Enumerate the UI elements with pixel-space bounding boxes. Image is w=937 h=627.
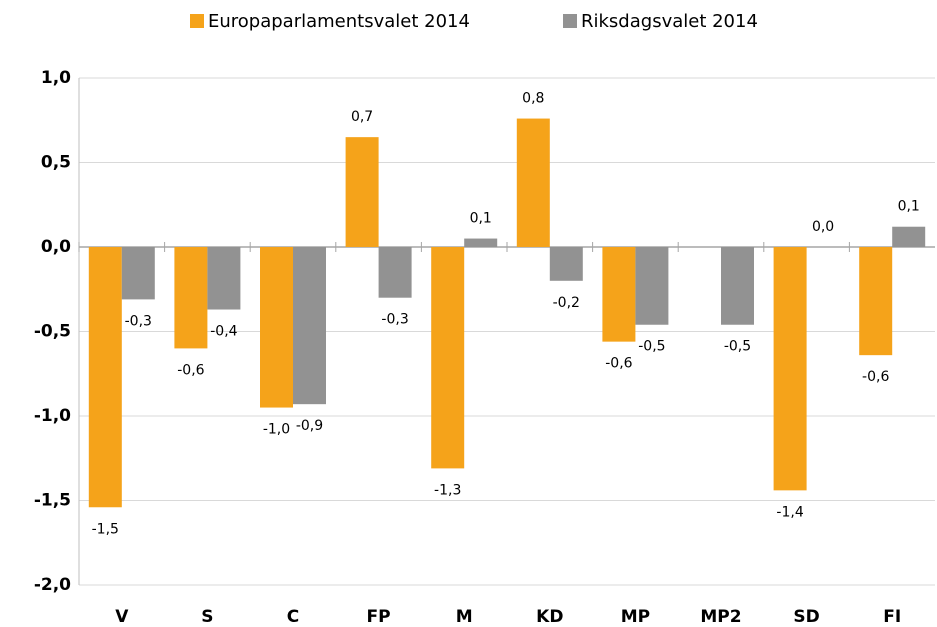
legend-label: Europaparlamentsvalet 2014	[208, 11, 470, 32]
value-label: -0,6	[862, 369, 889, 385]
y-tick-label: -1,0	[34, 406, 71, 426]
bar	[549, 247, 583, 281]
value-label: -0,6	[177, 362, 204, 378]
y-tick-label: -1,5	[34, 491, 71, 511]
value-label: 0,8	[522, 91, 544, 107]
x-tick-label: V	[115, 607, 129, 627]
value-label: 0,7	[351, 109, 373, 125]
value-label: 0,1	[898, 199, 920, 215]
x-tick-label: FI	[883, 607, 901, 627]
y-tick-label: -0,5	[34, 322, 71, 342]
x-tick-label: MP	[621, 607, 650, 627]
x-tick-label: M	[456, 607, 473, 627]
y-tick-label: 0,5	[41, 153, 71, 173]
bar	[892, 226, 926, 247]
value-label: -0,3	[125, 313, 152, 329]
y-tick-label: -2,0	[34, 575, 71, 595]
x-tick-label: SD	[793, 607, 819, 627]
x-tick-label: C	[287, 607, 299, 627]
value-label: -0,5	[724, 339, 751, 355]
bar	[464, 238, 498, 247]
bar	[859, 247, 893, 356]
bar	[293, 247, 326, 405]
x-tick-label: KD	[536, 607, 563, 627]
bar	[431, 247, 465, 469]
legend-swatch	[190, 14, 204, 28]
y-tick-label: 1,0	[41, 68, 71, 88]
x-tick-label: S	[201, 607, 213, 627]
bar	[260, 247, 293, 408]
value-label: -0,6	[605, 356, 632, 372]
bar	[602, 247, 636, 342]
bar	[516, 118, 550, 247]
value-label: -0,3	[381, 312, 408, 328]
bar	[174, 247, 208, 349]
bar	[88, 247, 122, 508]
bar	[207, 247, 241, 310]
value-label: -0,9	[296, 418, 323, 434]
x-tick-label: MP2	[700, 607, 741, 627]
value-label: -1,5	[92, 521, 119, 537]
value-label: -1,3	[434, 482, 461, 498]
bar	[121, 247, 155, 300]
value-label: -0,5	[638, 339, 665, 355]
value-label: -1,4	[776, 504, 803, 520]
value-label: 0,1	[470, 211, 492, 227]
legend-label: Riksdagsvalet 2014	[581, 11, 758, 32]
y-tick-label: 0,0	[41, 237, 71, 257]
bar	[773, 247, 807, 491]
bar	[378, 247, 412, 298]
value-label: -0,4	[210, 324, 237, 340]
bar	[721, 247, 754, 325]
x-tick-label: FP	[367, 607, 391, 627]
bar	[345, 137, 379, 247]
value-label: -0,2	[553, 295, 580, 311]
bar	[635, 247, 669, 325]
value-label: 0,0	[812, 219, 834, 235]
value-label: -1,0	[263, 422, 290, 438]
legend-swatch	[563, 14, 577, 28]
